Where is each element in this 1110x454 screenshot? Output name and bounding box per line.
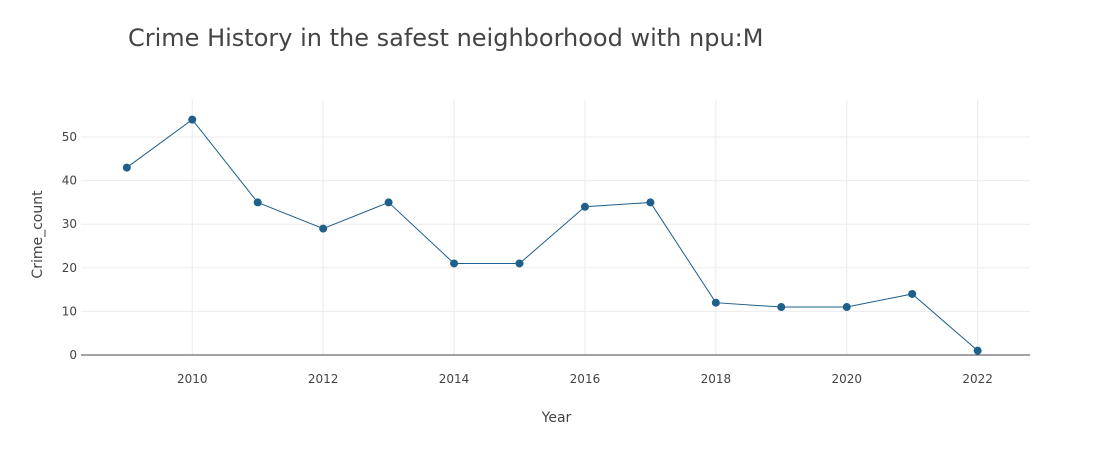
y-tick-label-40: 40 bbox=[62, 174, 77, 188]
data-point-2015 bbox=[515, 259, 524, 268]
x-tick-label-2020: 2020 bbox=[831, 372, 862, 386]
data-point-2018 bbox=[711, 298, 720, 307]
grid-lines bbox=[81, 100, 1030, 355]
data-point-2010 bbox=[188, 115, 197, 124]
y-tick-label-30: 30 bbox=[62, 217, 77, 231]
y-tick-label-10: 10 bbox=[62, 304, 77, 318]
data-point-2013 bbox=[384, 198, 393, 207]
y-axis-label: Crime_count bbox=[30, 190, 46, 279]
y-tick-label-20: 20 bbox=[62, 261, 77, 275]
data-point-2016 bbox=[580, 202, 589, 211]
data-point-2012 bbox=[319, 224, 328, 233]
series-line-layer bbox=[126, 118, 978, 352]
series-markers bbox=[122, 115, 982, 355]
data-point-2011 bbox=[253, 198, 262, 207]
x-tick-label-2012: 2012 bbox=[308, 372, 339, 386]
data-point-2022 bbox=[973, 346, 982, 355]
x-axis-label: Year bbox=[541, 410, 572, 426]
chart-title: Crime History in the safest neighborhood… bbox=[128, 24, 764, 52]
x-tick-label-2018: 2018 bbox=[701, 372, 732, 386]
x-tick-label-2022: 2022 bbox=[962, 372, 993, 386]
x-tick-label-2014: 2014 bbox=[439, 372, 470, 386]
data-point-2014 bbox=[450, 259, 459, 268]
data-point-2020 bbox=[842, 303, 851, 312]
x-tick-label-2010: 2010 bbox=[177, 372, 208, 386]
y-tick-labels: 0 10 20 30 40 50 bbox=[62, 130, 77, 362]
x-tick-label-2016: 2016 bbox=[570, 372, 601, 386]
data-point-2021 bbox=[908, 289, 917, 298]
y-tick-label-50: 50 bbox=[62, 130, 77, 144]
data-point-2019 bbox=[777, 303, 786, 312]
data-point-2009 bbox=[122, 163, 131, 172]
data-point-2017 bbox=[646, 198, 655, 207]
series-line-0 bbox=[126, 118, 978, 352]
x-tick-labels: 2010 2012 2014 2016 2018 2020 2022 bbox=[177, 372, 993, 386]
y-tick-label-0: 0 bbox=[69, 348, 77, 362]
